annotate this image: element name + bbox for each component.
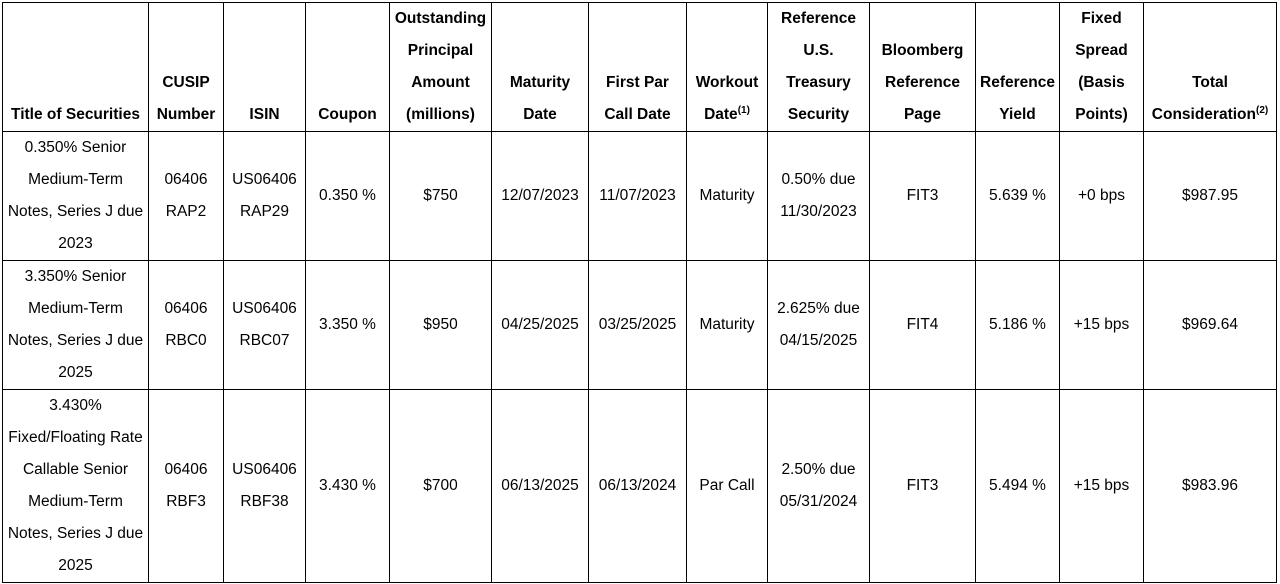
cell-maturity: 04/25/2025	[491, 260, 589, 390]
cell-bloomberg: FIT3	[869, 131, 976, 261]
header-isin: ISIN	[223, 2, 306, 132]
cell-isin: US06406 RBF38	[223, 389, 306, 583]
cell-bloomberg: FIT3	[869, 389, 976, 583]
cell-coupon: 3.350 %	[305, 260, 390, 390]
cell-cusip: 06406 RBF3	[148, 389, 224, 583]
table-row: 3.350% Senior Medium-Term Notes, Series …	[2, 260, 1277, 390]
header-first-par-call: First Par Call Date	[588, 2, 687, 132]
header-treasury: Reference U.S. Treasury Security	[767, 2, 870, 132]
header-bloomberg: Bloomberg Reference Page	[869, 2, 976, 132]
header-coupon: Coupon	[305, 2, 390, 132]
cell-treasury: 2.625% due 04/15/2025	[767, 260, 870, 390]
header-principal: Outstanding Principal Amount (millions)	[389, 2, 492, 132]
header-total: Total Consideration(2)	[1143, 2, 1277, 132]
cell-first-par-call: 03/25/2025	[588, 260, 687, 390]
cell-ref-yield: 5.494 %	[975, 389, 1060, 583]
cell-maturity: 12/07/2023	[491, 131, 589, 261]
cell-treasury: 0.50% due 11/30/2023	[767, 131, 870, 261]
cell-principal: $750	[389, 131, 492, 261]
cell-first-par-call: 06/13/2024	[588, 389, 687, 583]
cell-workout: Par Call	[686, 389, 768, 583]
cell-spread: +15 bps	[1059, 260, 1144, 390]
cell-principal: $950	[389, 260, 492, 390]
cell-first-par-call: 11/07/2023	[588, 131, 687, 261]
header-row: Title of Securities CUSIP Number ISIN Co…	[2, 2, 1277, 132]
cell-ref-yield: 5.639 %	[975, 131, 1060, 261]
cell-title: 0.350% Senior Medium-Term Notes, Series …	[2, 131, 149, 261]
header-title: Title of Securities	[2, 2, 149, 132]
cell-treasury: 2.50% due 05/31/2024	[767, 389, 870, 583]
workout-footnote-mark: (1)	[737, 104, 750, 116]
header-ref-yield: Reference Yield	[975, 2, 1060, 132]
header-cusip: CUSIP Number	[148, 2, 224, 132]
table-row: 0.350% Senior Medium-Term Notes, Series …	[2, 131, 1277, 261]
cell-ref-yield: 5.186 %	[975, 260, 1060, 390]
cell-principal: $700	[389, 389, 492, 583]
cell-total: $987.95	[1143, 131, 1277, 261]
cell-coupon: 0.350 %	[305, 131, 390, 261]
cell-isin: US06406 RBC07	[223, 260, 306, 390]
cell-maturity: 06/13/2025	[491, 389, 589, 583]
cell-spread: +15 bps	[1059, 389, 1144, 583]
cell-workout: Maturity	[686, 260, 768, 390]
cell-total: $983.96	[1143, 389, 1277, 583]
header-maturity: Maturity Date	[491, 2, 589, 132]
cell-title: 3.430% Fixed/Floating Rate Callable Seni…	[2, 389, 149, 583]
cell-bloomberg: FIT4	[869, 260, 976, 390]
table-row: 3.430% Fixed/Floating Rate Callable Seni…	[2, 389, 1277, 583]
cell-workout: Maturity	[686, 131, 768, 261]
cell-title: 3.350% Senior Medium-Term Notes, Series …	[2, 260, 149, 390]
header-workout: Workout Date(1)	[686, 2, 768, 132]
cell-isin: US06406 RAP29	[223, 131, 306, 261]
cell-spread: +0 bps	[1059, 131, 1144, 261]
header-spread: Fixed Spread (Basis Points)	[1059, 2, 1144, 132]
cell-total: $969.64	[1143, 260, 1277, 390]
cell-cusip: 06406 RAP2	[148, 131, 224, 261]
cell-cusip: 06406 RBC0	[148, 260, 224, 390]
total-footnote-mark: (2)	[1255, 104, 1269, 116]
cell-coupon: 3.430 %	[305, 389, 390, 583]
